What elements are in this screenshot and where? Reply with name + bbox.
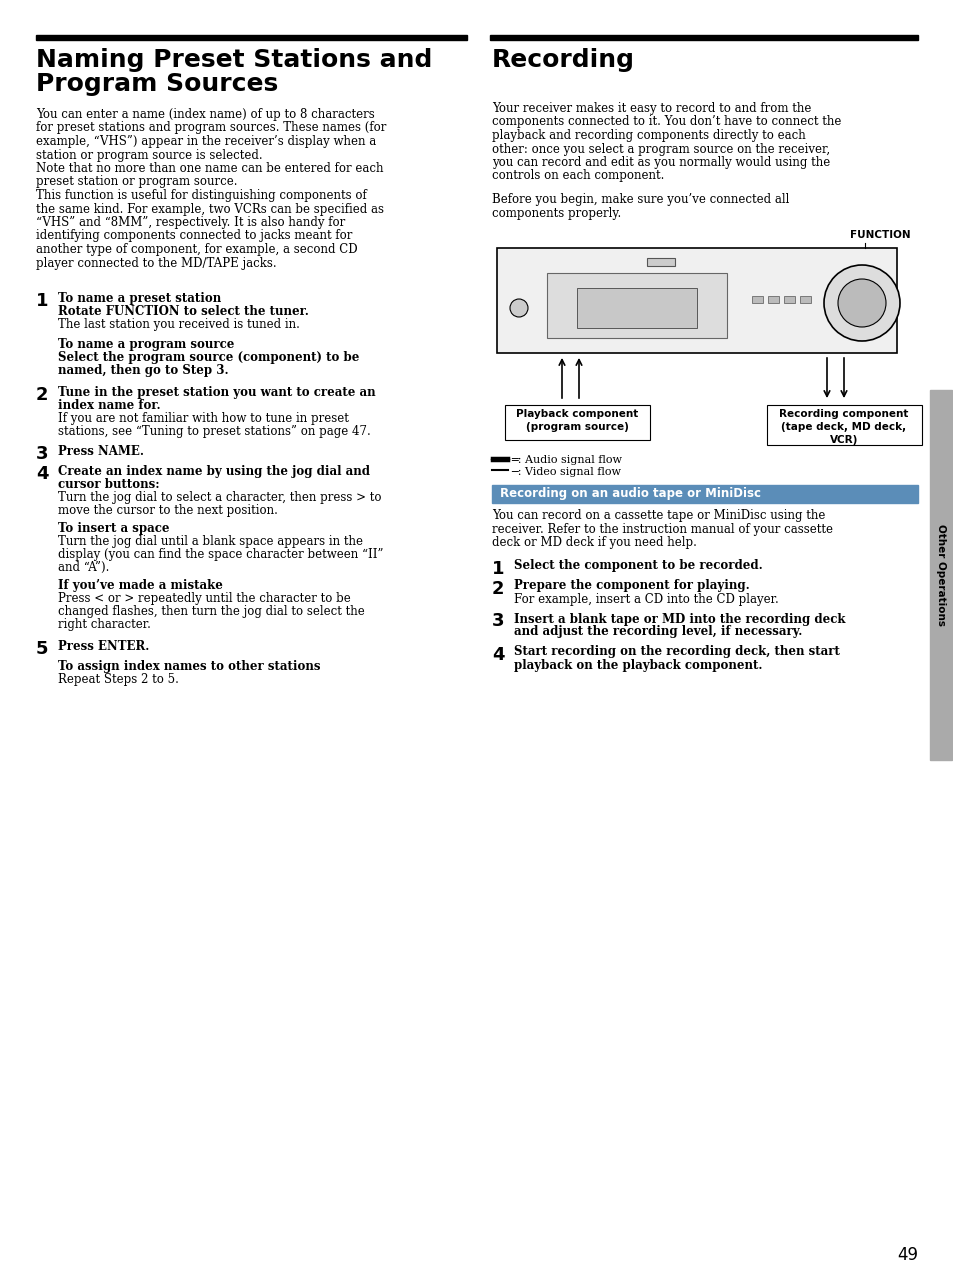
Bar bbox=[36, 34, 467, 39]
Text: Turn the jog dial until a blank space appears in the: Turn the jog dial until a blank space ap… bbox=[58, 535, 363, 548]
Text: Before you begin, make sure you’ve connected all: Before you begin, make sure you’ve conne… bbox=[492, 192, 788, 206]
Text: 2: 2 bbox=[36, 386, 49, 404]
Text: playback on the playback component.: playback on the playback component. bbox=[514, 659, 761, 671]
Circle shape bbox=[510, 299, 527, 317]
Text: To name a preset station: To name a preset station bbox=[58, 292, 221, 304]
Text: ═: Audio signal flow: ═: Audio signal flow bbox=[511, 455, 621, 465]
Text: you can record and edit as you normally would using the: you can record and edit as you normally … bbox=[492, 155, 829, 169]
Bar bbox=[577, 288, 697, 327]
Text: and adjust the recording level, if necessary.: and adjust the recording level, if neces… bbox=[514, 626, 801, 638]
Text: other: once you select a program source on the receiver,: other: once you select a program source … bbox=[492, 143, 829, 155]
Text: receiver. Refer to the instruction manual of your cassette: receiver. Refer to the instruction manua… bbox=[492, 522, 832, 535]
Text: Recording on an audio tape or MiniDisc: Recording on an audio tape or MiniDisc bbox=[499, 487, 760, 499]
Text: Note that no more than one name can be entered for each: Note that no more than one name can be e… bbox=[36, 162, 383, 175]
Text: example, “VHS”) appear in the receiver’s display when a: example, “VHS”) appear in the receiver’s… bbox=[36, 135, 375, 148]
Text: index name for.: index name for. bbox=[58, 399, 160, 412]
Text: cursor buttons:: cursor buttons: bbox=[58, 478, 159, 490]
Bar bbox=[929, 390, 951, 761]
Bar bbox=[646, 259, 675, 266]
Text: 2: 2 bbox=[492, 580, 504, 598]
Text: To assign index names to other stations: To assign index names to other stations bbox=[58, 660, 320, 673]
Text: display (you can find the space character between “II”: display (you can find the space characte… bbox=[58, 548, 383, 561]
Text: Recording: Recording bbox=[492, 48, 635, 73]
Bar bbox=[492, 485, 917, 503]
Text: 5: 5 bbox=[36, 640, 49, 657]
Bar bbox=[767, 296, 779, 303]
Text: and “A”).: and “A”). bbox=[58, 561, 110, 575]
Text: Press ENTER.: Press ENTER. bbox=[58, 640, 150, 654]
Text: the same kind. For example, two VCRs can be specified as: the same kind. For example, two VCRs can… bbox=[36, 203, 384, 215]
Text: named, then go to Step 3.: named, then go to Step 3. bbox=[58, 364, 229, 377]
Text: Tune in the preset station you want to create an: Tune in the preset station you want to c… bbox=[58, 386, 375, 399]
Text: Naming Preset Stations and: Naming Preset Stations and bbox=[36, 48, 432, 73]
Text: Other Operations: Other Operations bbox=[935, 524, 945, 626]
Circle shape bbox=[823, 265, 899, 341]
Text: right character.: right character. bbox=[58, 618, 151, 631]
Text: If you’ve made a mistake: If you’ve made a mistake bbox=[58, 578, 223, 592]
Text: If you are not familiar with how to tune in preset: If you are not familiar with how to tune… bbox=[58, 412, 349, 426]
Text: Press < or > repeatedly until the character to be: Press < or > repeatedly until the charac… bbox=[58, 592, 351, 605]
Text: components properly.: components properly. bbox=[492, 206, 620, 219]
Bar bbox=[766, 405, 921, 445]
Text: controls on each component.: controls on each component. bbox=[492, 169, 663, 182]
Text: Create an index name by using the jog dial and: Create an index name by using the jog di… bbox=[58, 465, 370, 478]
Text: Recording component
(tape deck, MD deck,
VCR): Recording component (tape deck, MD deck,… bbox=[779, 409, 908, 446]
Text: Start recording on the recording deck, then start: Start recording on the recording deck, t… bbox=[514, 646, 839, 659]
Text: 3: 3 bbox=[36, 445, 49, 462]
Text: Playback component
(program source): Playback component (program source) bbox=[516, 409, 638, 432]
Text: “VHS” and “8MM”, respectively. It is also handy for: “VHS” and “8MM”, respectively. It is als… bbox=[36, 217, 345, 229]
Text: FUNCTION: FUNCTION bbox=[849, 231, 910, 240]
Bar bbox=[783, 296, 794, 303]
Text: 4: 4 bbox=[492, 646, 504, 664]
Text: stations, see “Tuning to preset stations” on page 47.: stations, see “Tuning to preset stations… bbox=[58, 426, 371, 438]
Text: preset station or program source.: preset station or program source. bbox=[36, 176, 237, 189]
Text: Select the program source (component) to be: Select the program source (component) to… bbox=[58, 352, 359, 364]
Text: Repeat Steps 2 to 5.: Repeat Steps 2 to 5. bbox=[58, 673, 179, 685]
Text: player connected to the MD/TAPE jacks.: player connected to the MD/TAPE jacks. bbox=[36, 256, 276, 270]
Bar bbox=[497, 248, 896, 353]
Text: Your receiver makes it easy to record to and from the: Your receiver makes it easy to record to… bbox=[492, 102, 810, 115]
Text: For example, insert a CD into the CD player.: For example, insert a CD into the CD pla… bbox=[514, 592, 778, 605]
Text: playback and recording components directly to each: playback and recording components direct… bbox=[492, 129, 805, 141]
Bar bbox=[800, 296, 810, 303]
Text: 4: 4 bbox=[36, 465, 49, 483]
Text: Insert a blank tape or MD into the recording deck: Insert a blank tape or MD into the recor… bbox=[514, 613, 844, 626]
Text: Rotate FUNCTION to select the tuner.: Rotate FUNCTION to select the tuner. bbox=[58, 304, 309, 318]
Bar bbox=[546, 273, 726, 338]
Text: for preset stations and program sources. These names (for: for preset stations and program sources.… bbox=[36, 121, 386, 135]
Text: identifying components connected to jacks meant for: identifying components connected to jack… bbox=[36, 229, 352, 242]
Text: Select the component to be recorded.: Select the component to be recorded. bbox=[514, 559, 762, 572]
Text: 1: 1 bbox=[36, 292, 49, 310]
Text: ─: Video signal flow: ─: Video signal flow bbox=[511, 468, 620, 476]
Text: changed flashes, then turn the jog dial to select the: changed flashes, then turn the jog dial … bbox=[58, 605, 364, 618]
Bar bbox=[751, 296, 762, 303]
Text: This function is useful for distinguishing components of: This function is useful for distinguishi… bbox=[36, 189, 366, 203]
Text: Prepare the component for playing.: Prepare the component for playing. bbox=[514, 580, 749, 592]
Text: Press NAME.: Press NAME. bbox=[58, 445, 144, 457]
Text: station or program source is selected.: station or program source is selected. bbox=[36, 149, 262, 162]
Text: move the cursor to the next position.: move the cursor to the next position. bbox=[58, 505, 277, 517]
Text: components connected to it. You don’t have to connect the: components connected to it. You don’t ha… bbox=[492, 116, 841, 129]
Text: deck or MD deck if you need help.: deck or MD deck if you need help. bbox=[492, 536, 696, 549]
Text: 1: 1 bbox=[492, 559, 504, 577]
Text: 3: 3 bbox=[492, 613, 504, 631]
Text: You can record on a cassette tape or MiniDisc using the: You can record on a cassette tape or Min… bbox=[492, 510, 824, 522]
Text: To name a program source: To name a program source bbox=[58, 338, 234, 352]
Text: Turn the jog dial to select a character, then press > to: Turn the jog dial to select a character,… bbox=[58, 490, 381, 505]
Text: The last station you received is tuned in.: The last station you received is tuned i… bbox=[58, 318, 299, 331]
Text: another type of component, for example, a second CD: another type of component, for example, … bbox=[36, 243, 357, 256]
Bar bbox=[490, 34, 917, 39]
Circle shape bbox=[837, 279, 885, 327]
Text: To insert a space: To insert a space bbox=[58, 522, 170, 535]
Text: Program Sources: Program Sources bbox=[36, 73, 278, 96]
Text: 49: 49 bbox=[896, 1246, 917, 1264]
Text: You can enter a name (index name) of up to 8 characters: You can enter a name (index name) of up … bbox=[36, 108, 375, 121]
Bar bbox=[504, 405, 649, 440]
